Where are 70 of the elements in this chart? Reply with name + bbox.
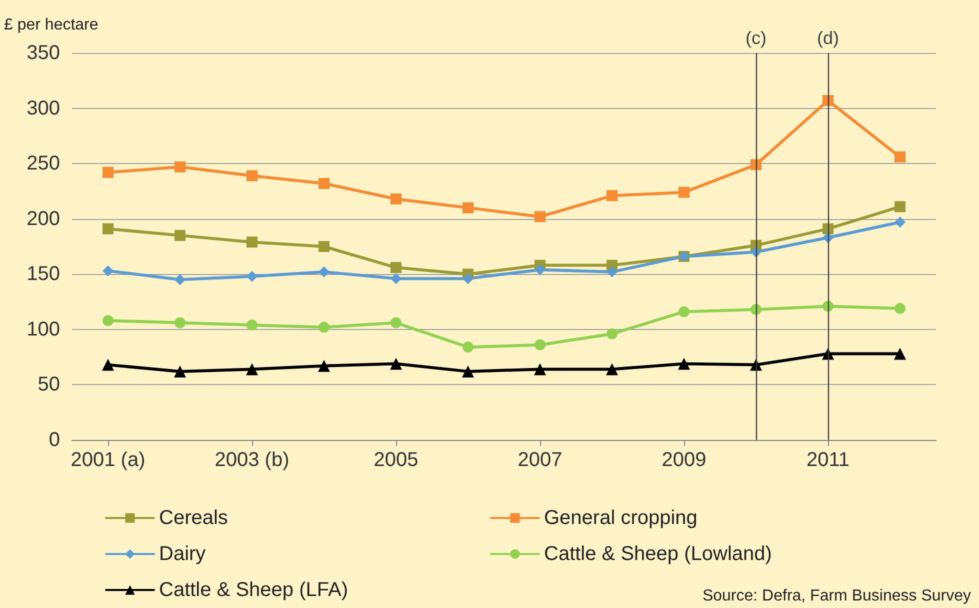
point xyxy=(462,365,474,378)
point xyxy=(822,95,834,106)
point xyxy=(390,262,402,274)
point xyxy=(534,339,546,350)
point xyxy=(606,328,618,340)
point xyxy=(174,274,186,286)
point xyxy=(390,317,402,328)
point xyxy=(894,348,906,360)
y-axis-title: £ per hectare xyxy=(4,16,98,34)
point xyxy=(390,193,402,204)
point xyxy=(606,266,618,278)
y-tick-label: 50 xyxy=(38,374,60,396)
x-tick-label: 2011 xyxy=(806,449,850,471)
point xyxy=(318,322,330,333)
point xyxy=(750,159,762,170)
point xyxy=(894,302,906,314)
point xyxy=(894,151,906,162)
point xyxy=(246,363,258,376)
legend-label: Cattle & Sheep (Lowland) xyxy=(544,543,772,565)
y-tick-label: 300 xyxy=(26,97,60,120)
legend-label: Cereals xyxy=(159,507,228,529)
point xyxy=(894,216,906,228)
ref-line-label: (c) xyxy=(746,28,766,48)
point xyxy=(174,161,186,172)
point xyxy=(318,266,330,278)
point xyxy=(462,342,474,353)
y-tick-label: 200 xyxy=(26,208,60,230)
point xyxy=(174,365,186,378)
point xyxy=(246,270,258,282)
point xyxy=(318,178,330,189)
point xyxy=(318,241,330,252)
point xyxy=(678,358,690,370)
point xyxy=(606,363,618,376)
x-tick-label: 2003 (b) xyxy=(214,449,290,471)
legend-label: Cattle & Sheep (LFA) xyxy=(159,579,348,601)
point xyxy=(390,358,402,370)
point xyxy=(606,190,618,202)
point xyxy=(534,363,546,376)
point xyxy=(102,166,114,178)
y-tick-label: 0 xyxy=(48,429,60,451)
legend-label: General cropping xyxy=(544,507,698,529)
y-tick-label: 100 xyxy=(26,318,60,340)
point xyxy=(102,315,114,326)
x-tick-label: 2007 xyxy=(518,449,562,471)
point xyxy=(678,306,690,318)
x-tick-label: 2001 (a) xyxy=(70,449,146,471)
x-tick-label: 2005 xyxy=(374,449,418,471)
point xyxy=(894,201,906,212)
point xyxy=(462,273,474,284)
point xyxy=(174,317,186,328)
point xyxy=(246,236,258,248)
point xyxy=(102,358,114,371)
point xyxy=(462,202,474,214)
point xyxy=(246,170,258,182)
point xyxy=(102,265,114,276)
y-tick-label: 350 xyxy=(26,42,60,64)
point xyxy=(174,230,186,241)
ref-line-label: (d) xyxy=(817,28,839,48)
point xyxy=(534,211,546,222)
point xyxy=(390,273,402,284)
point xyxy=(102,223,114,234)
legend-label: Dairy xyxy=(159,543,206,565)
source-note: Source: Defra, Farm Business Survey xyxy=(702,588,972,604)
point xyxy=(318,360,330,372)
point xyxy=(246,320,258,331)
y-tick-label: 150 xyxy=(26,263,60,286)
point xyxy=(678,186,690,198)
y-tick-label: 250 xyxy=(26,152,60,175)
point xyxy=(534,264,546,276)
x-tick-label: 2009 xyxy=(662,449,706,471)
